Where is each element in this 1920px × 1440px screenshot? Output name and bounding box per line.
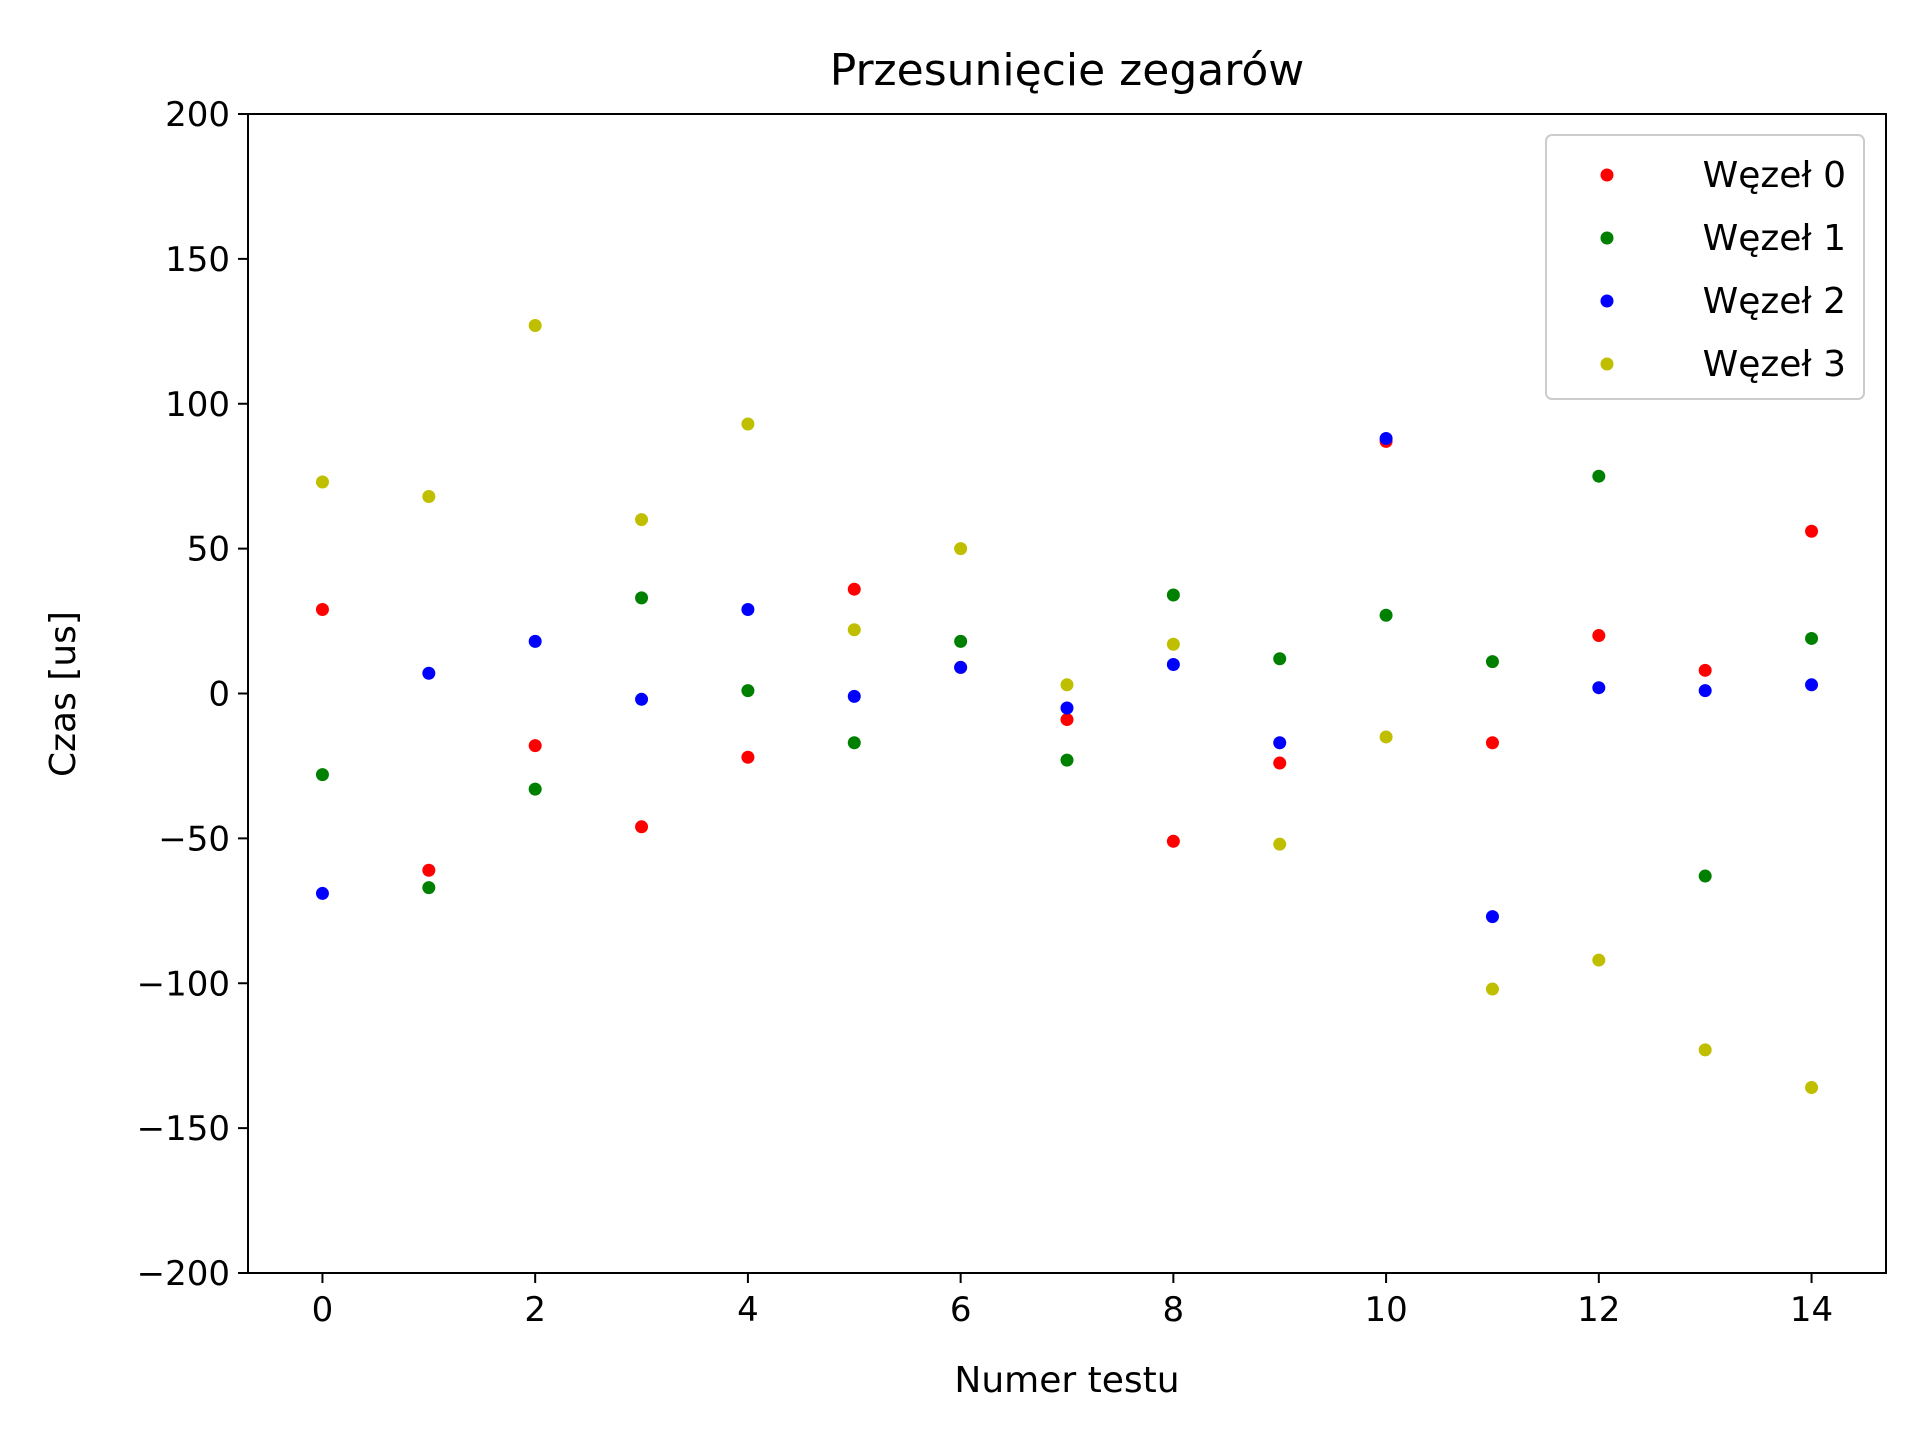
legend-label: Węzeł 1 (1703, 218, 1846, 259)
data-point (1485, 655, 1499, 669)
data-point (1273, 756, 1287, 770)
y-tick-label: 50 (187, 530, 230, 570)
data-point (528, 782, 542, 796)
data-point (954, 660, 968, 674)
data-point (1805, 524, 1819, 538)
x-tick-label: 6 (950, 1290, 972, 1330)
x-axis-label: Numer testu (954, 1360, 1179, 1401)
data-point (1060, 678, 1074, 692)
data-point (315, 886, 329, 900)
data-point (1698, 1043, 1712, 1057)
data-point (1592, 629, 1606, 643)
y-tick-label: 200 (165, 95, 230, 135)
data-point (1805, 631, 1819, 645)
data-point (1805, 1081, 1819, 1095)
x-tick-label: 8 (1163, 1290, 1185, 1330)
legend-label: Węzeł 3 (1703, 344, 1846, 385)
data-point (1166, 588, 1180, 602)
data-point (1166, 658, 1180, 672)
legend-marker (1600, 168, 1614, 182)
data-point (315, 768, 329, 782)
data-point (1060, 713, 1074, 727)
data-point (635, 591, 649, 605)
legend-marker (1600, 231, 1614, 245)
legend-box (1545, 134, 1865, 400)
data-point (954, 542, 968, 556)
data-point (1379, 432, 1393, 446)
data-point (1273, 736, 1287, 750)
data-point (847, 689, 861, 703)
y-tick-label: −100 (137, 964, 230, 1004)
data-point (1698, 663, 1712, 677)
series-3 (315, 319, 1819, 1095)
data-point (422, 881, 436, 895)
y-tick-label: −50 (158, 819, 230, 859)
data-point (1273, 837, 1287, 851)
data-point (1698, 684, 1712, 698)
data-point (1592, 953, 1606, 967)
data-point (741, 750, 755, 764)
series-1 (315, 469, 1819, 895)
data-point (847, 623, 861, 637)
legend-marker (1600, 357, 1614, 371)
y-tick-label: 150 (165, 240, 230, 280)
data-point (422, 489, 436, 503)
data-point (528, 319, 542, 333)
data-point (1485, 736, 1499, 750)
data-point (847, 736, 861, 750)
data-point (635, 692, 649, 706)
y-tick-label: −150 (137, 1109, 230, 1149)
legend-label: Węzeł 0 (1703, 155, 1846, 196)
data-point (528, 739, 542, 753)
y-tick-label: 0 (208, 675, 230, 715)
legend-label: Węzeł 2 (1703, 281, 1846, 322)
data-point (1379, 730, 1393, 744)
data-point (847, 582, 861, 596)
data-point (315, 475, 329, 489)
series-2 (315, 432, 1819, 924)
data-point (635, 513, 649, 527)
series-0 (315, 434, 1819, 877)
data-point (315, 602, 329, 616)
data-point (1592, 681, 1606, 695)
y-tick-label: 100 (165, 385, 230, 425)
data-point (1273, 652, 1287, 666)
data-point (1060, 753, 1074, 767)
x-tick-label: 2 (524, 1290, 546, 1330)
data-point (954, 634, 968, 648)
x-tick-label: 14 (1790, 1290, 1833, 1330)
plot-area: 0 2 4 6 8 10 12 14 200 150 100 50 0 −50 −100 −150 −200 (137, 95, 1887, 1330)
x-tick-label: 4 (737, 1290, 759, 1330)
x-tick-label: 0 (312, 1290, 334, 1330)
data-point (1698, 869, 1712, 883)
data-point (1166, 637, 1180, 651)
data-point (1379, 608, 1393, 622)
data-point (1592, 469, 1606, 483)
data-point (528, 634, 542, 648)
data-point (741, 602, 755, 616)
y-tick-label: −200 (137, 1254, 230, 1294)
data-point (635, 820, 649, 834)
data-point (1485, 982, 1499, 996)
data-point (1060, 701, 1074, 715)
data-point (741, 684, 755, 698)
data-point (741, 417, 755, 431)
x-tick-label: 12 (1577, 1290, 1620, 1330)
y-axis-label: Czas [us] (43, 611, 84, 777)
data-point (1485, 910, 1499, 924)
data-point (422, 863, 436, 877)
legend: Węzeł 0 Węzeł 1 Węzeł 2 Węzeł 3 (1545, 134, 1865, 400)
chart-title: Przesunięcie zegarów (830, 45, 1305, 96)
x-tick-label: 10 (1364, 1290, 1407, 1330)
data-point (1805, 678, 1819, 692)
data-point (1166, 834, 1180, 848)
data-point (422, 666, 436, 680)
legend-marker (1600, 294, 1614, 308)
